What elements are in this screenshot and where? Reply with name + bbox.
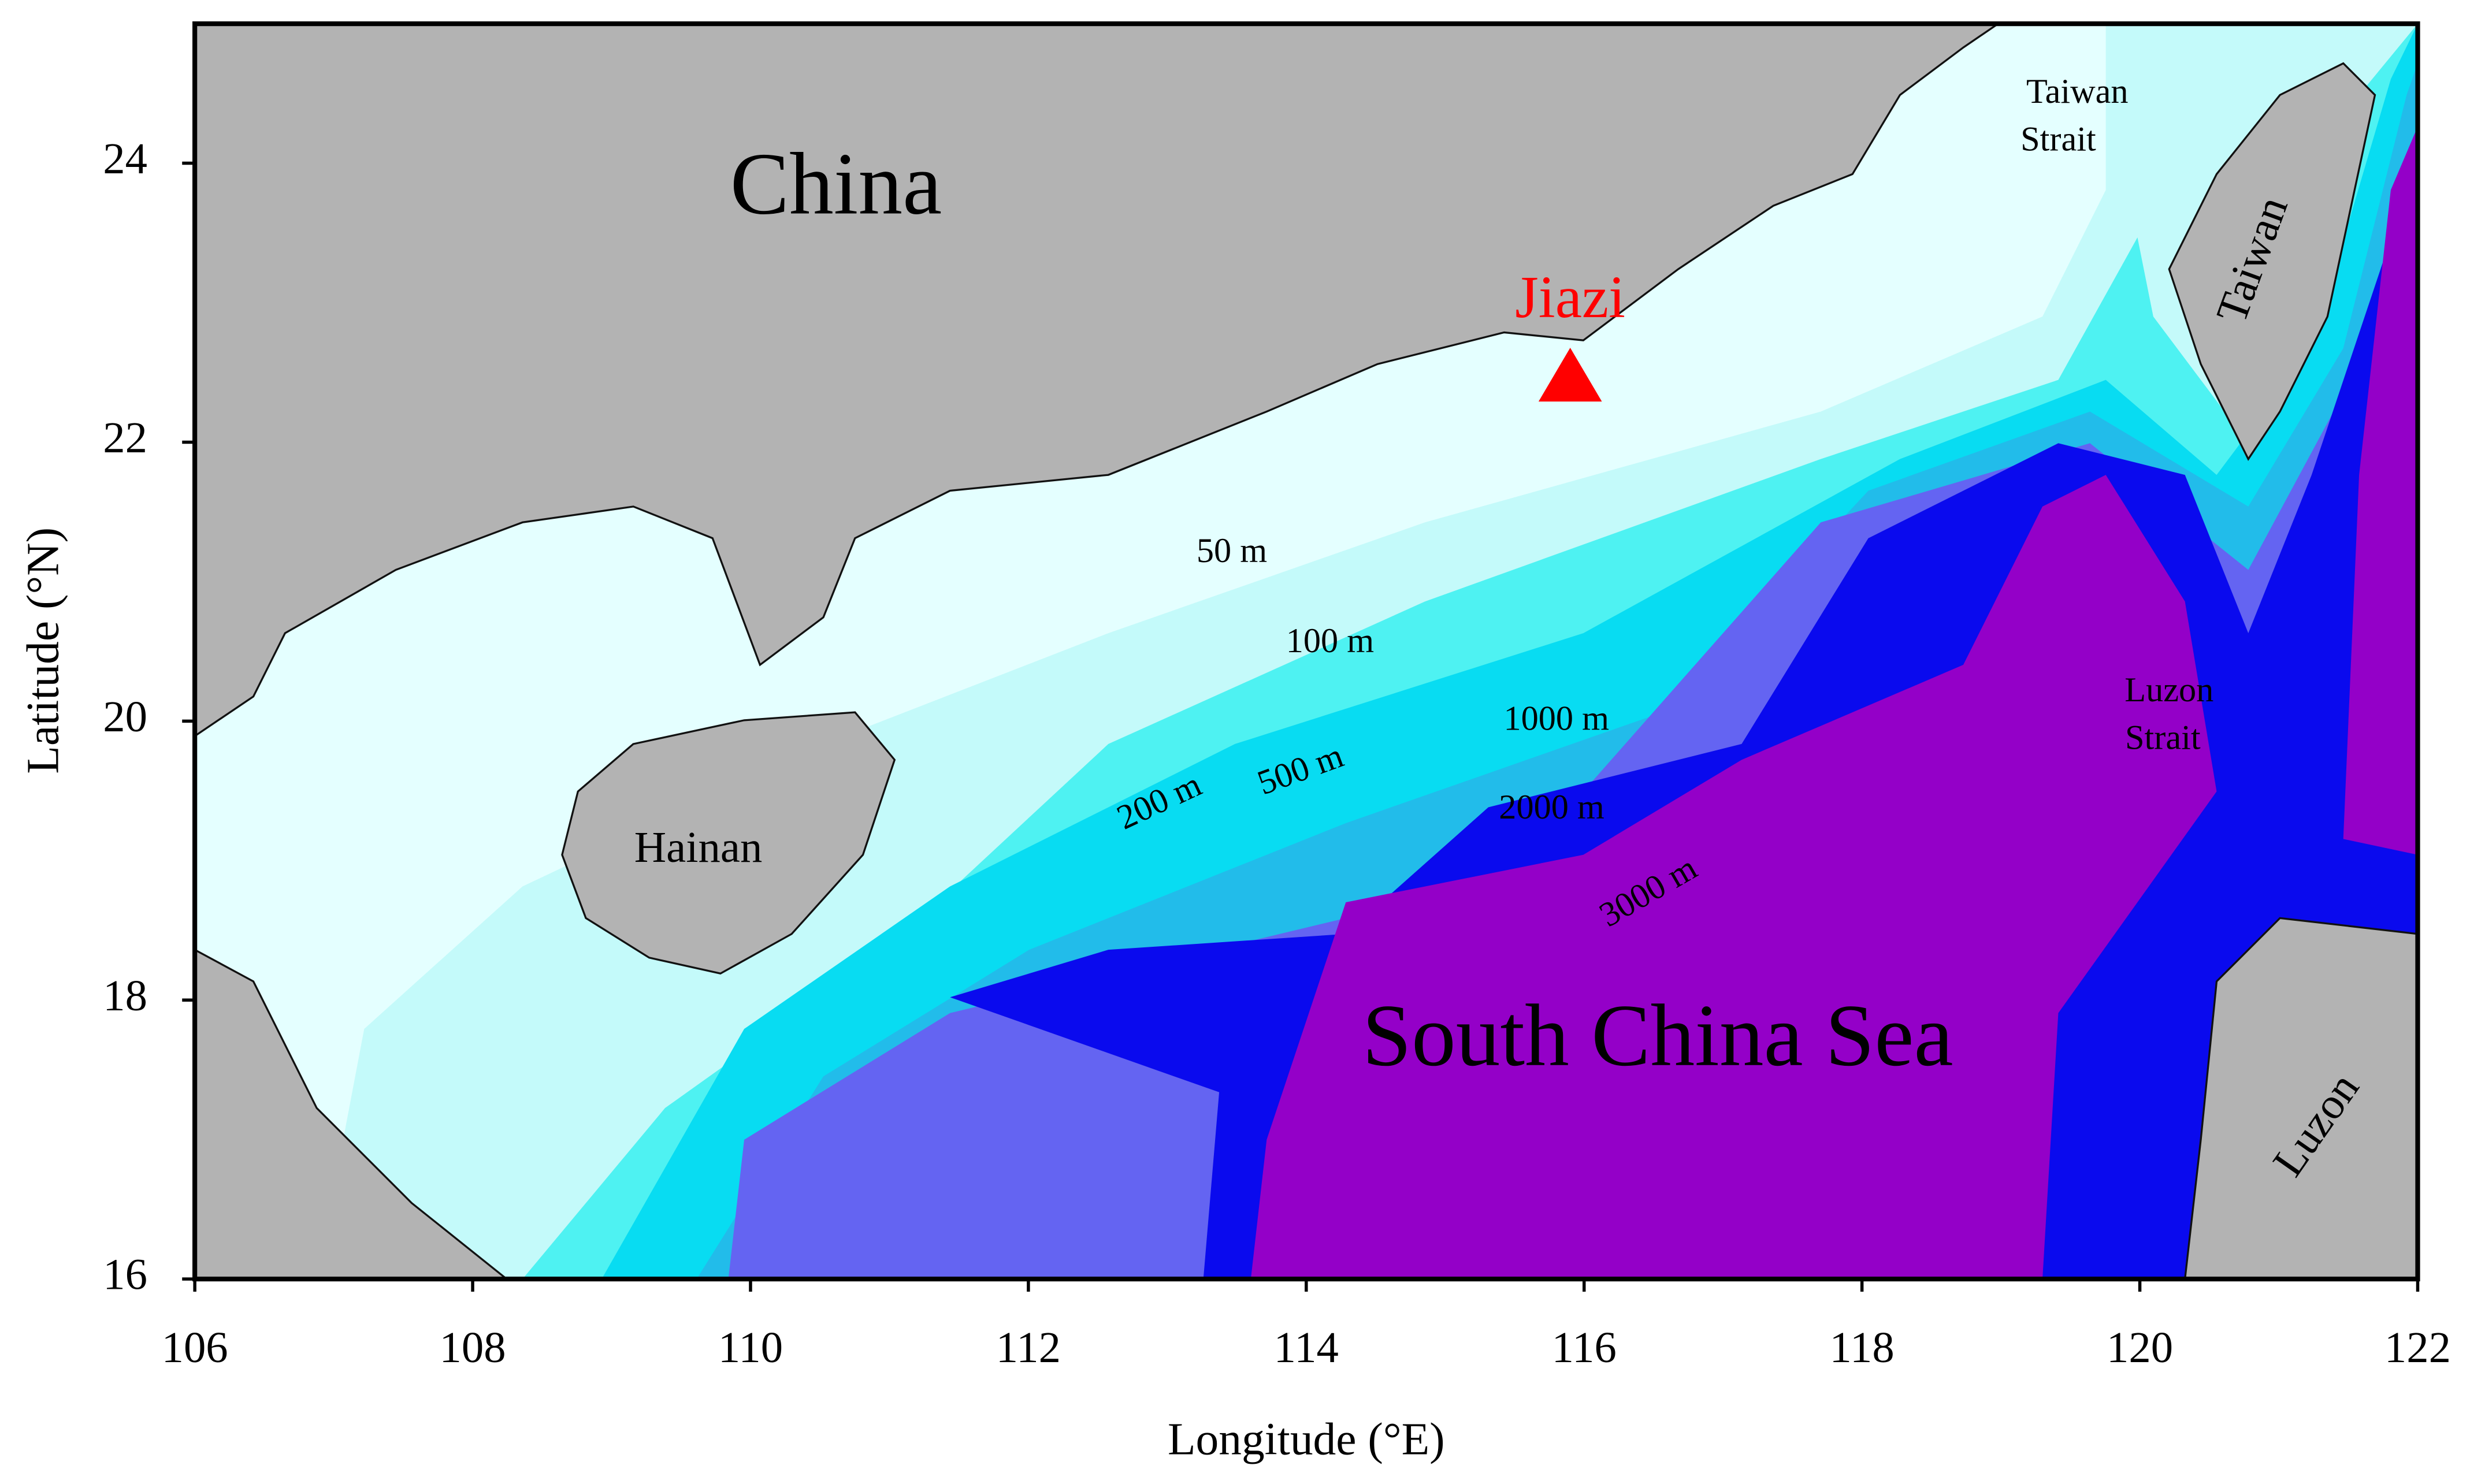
x-tick-label: 110 (718, 1323, 783, 1372)
x-tick-label: 118 (1830, 1323, 1895, 1372)
y-tick-label: 20 (103, 692, 147, 741)
vietnam-land (195, 949, 508, 1280)
contour-label: 2000 m (1499, 788, 1604, 827)
x-tick-label: 106 (162, 1323, 228, 1372)
x-tick-label: 114 (1274, 1323, 1339, 1372)
y-tick-label: 18 (103, 971, 147, 1020)
y-tick-label: 24 (103, 134, 147, 183)
x-tick-label: 112 (996, 1323, 1061, 1372)
x-tick-label: 122 (2384, 1323, 2451, 1372)
x-tick-label: 116 (1552, 1323, 1617, 1372)
place-label: Hainan (634, 823, 763, 872)
contour-label: 100 m (1286, 622, 1374, 660)
place-label: Taiwan (2026, 72, 2129, 111)
y-tick-label: 22 (103, 413, 147, 462)
luzon-land (2184, 917, 2418, 1280)
x-tick-label: 120 (2107, 1323, 2173, 1372)
land (195, 24, 2418, 1280)
station-marker (1538, 347, 1602, 402)
place-label: Luzon (2124, 671, 2213, 709)
place-label: South China Sea (1362, 987, 1953, 1085)
contour-label: 50 m (1197, 531, 1267, 570)
place-label: China (730, 135, 942, 233)
y-tick-label: 16 (103, 1250, 147, 1299)
depth-over-3000-east (2343, 127, 2418, 855)
depth-over-3000 (1250, 475, 2217, 1280)
y-axis-label: Latitude (°N) (18, 527, 69, 774)
china-land (195, 24, 2000, 738)
x-tick-label: 108 (440, 1323, 506, 1372)
contour-label: 1000 m (1504, 699, 1609, 738)
bathymetry (195, 24, 2418, 1280)
taiwan-land (2168, 62, 2376, 461)
hainan-land (561, 711, 896, 975)
station-label: Jiazi (1515, 263, 1625, 330)
place-label: Strait (2125, 718, 2201, 757)
place-label: Strait (2020, 120, 2096, 158)
x-axis-label: Longitude (°E) (1168, 1414, 1445, 1464)
